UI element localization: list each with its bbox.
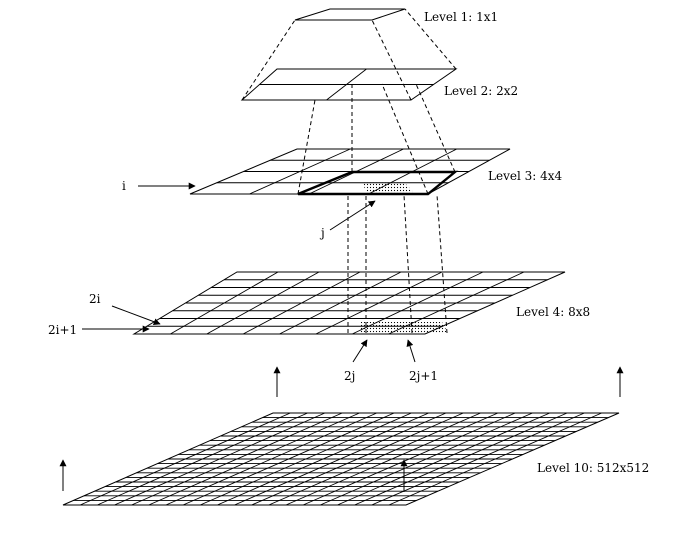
level3-highlight-cell (363, 182, 415, 194)
projection-line (297, 99, 316, 195)
level4-highlight-cells (359, 322, 448, 333)
level10-outline (62, 412, 620, 506)
level1-grid (294, 8, 406, 21)
level10-column-line (320, 412, 533, 506)
grid-layers (62, 8, 620, 506)
arrow-2i (111, 305, 161, 326)
index-2j-label: 2j (344, 369, 355, 383)
level10-grid (62, 412, 620, 506)
level2-column-line (326, 68, 367, 101)
level1-outline (294, 8, 406, 21)
level3-grid (189, 148, 511, 195)
level10-column-line (388, 412, 602, 506)
level10-column-line (285, 412, 499, 506)
projection-line (403, 194, 413, 334)
index-2i-plus-1-label: 2i+1 (48, 323, 77, 337)
projection-line (415, 83, 456, 173)
index-2i-label: 2i (89, 292, 101, 306)
level10-column-line (371, 412, 585, 506)
projection-line (371, 19, 412, 101)
arrow-j (329, 200, 376, 231)
level10-column-line (337, 412, 550, 506)
level3-label: Level 3: 4x4 (488, 169, 562, 183)
projection-line (404, 8, 457, 70)
arrow-2j (352, 339, 368, 363)
level2-label: Level 2: 2x2 (444, 84, 518, 98)
index-i-label: i (122, 179, 126, 193)
level10-column-line (302, 412, 516, 506)
arrow-2j-plus-1 (406, 339, 416, 363)
highlight-cells (297, 170, 459, 333)
projection-line (241, 19, 296, 101)
level10-column-line (251, 412, 464, 506)
level4-column-line (279, 271, 402, 335)
level4-outline (132, 271, 566, 335)
level4-column-line (315, 271, 443, 335)
level4-label: Level 4: 8x8 (516, 305, 590, 319)
level10-column-line (268, 412, 481, 506)
index-j-label: j (319, 226, 325, 240)
projection-line (381, 83, 429, 195)
level1-label: Level 1: 1x1 (424, 10, 498, 24)
projection-line (436, 194, 448, 334)
level4-grid (132, 271, 566, 335)
level2-grid (240, 68, 458, 101)
index-2j-plus-1-label: 2j+1 (409, 369, 438, 383)
pointer-arrows (59, 182, 624, 492)
level10-column-line (234, 412, 447, 506)
level10-column-line (354, 412, 568, 506)
level10-label: Level 10: 512x512 (537, 461, 649, 475)
